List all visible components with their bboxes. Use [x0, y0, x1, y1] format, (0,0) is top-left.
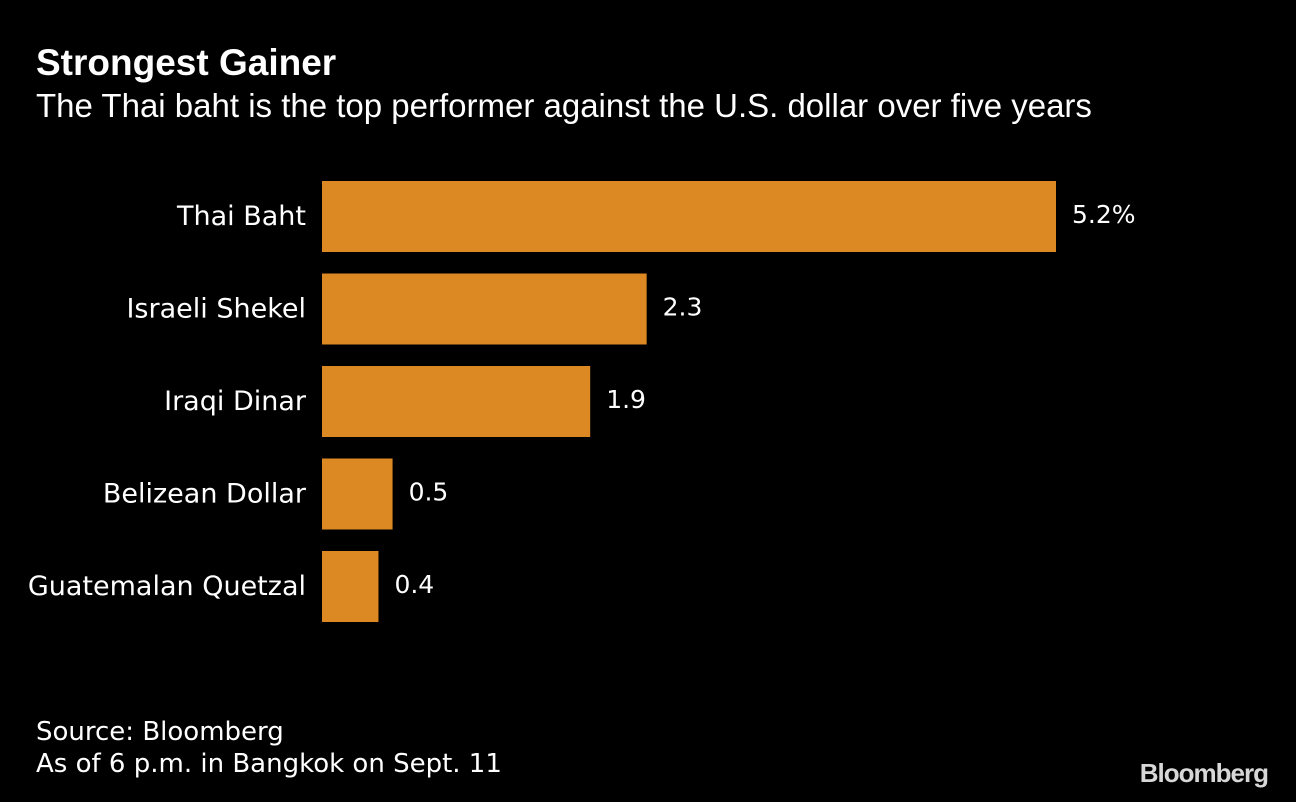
chart-subtitle: The Thai baht is the top performer again… [36, 87, 1092, 124]
value-label: 0.5 [409, 478, 449, 507]
value-label: 0.4 [394, 570, 434, 599]
bar-belizean-dollar [322, 458, 393, 530]
value-label: 5.2% [1072, 200, 1136, 229]
bar-iraqi-dinar [322, 366, 591, 437]
date-note: As of 6 p.m. in Bangkok on Sept. 11 [36, 749, 502, 779]
source-text: Source: Bloomberg [36, 717, 284, 747]
chart-title: Strongest Gainer [36, 42, 337, 83]
category-label: Guatemalan Quetzal [28, 571, 306, 602]
category-label: Thai Baht [176, 201, 306, 232]
bar-israeli-shekel [322, 273, 647, 345]
footnote: Source: Bloomberg As of 6 p.m. in Bangko… [36, 716, 502, 780]
category-label: Belizean Dollar [103, 479, 307, 510]
value-label: 1.9 [606, 385, 646, 414]
category-label: Iraqi Dinar [164, 386, 307, 417]
value-label: 2.3 [663, 293, 703, 322]
bar-thai-baht [322, 181, 1056, 252]
category-label: Israeli Shekel [126, 294, 306, 325]
bloomberg-logo: Bloomberg [1139, 758, 1269, 788]
bar-guatemalan-quetzal [322, 551, 379, 622]
